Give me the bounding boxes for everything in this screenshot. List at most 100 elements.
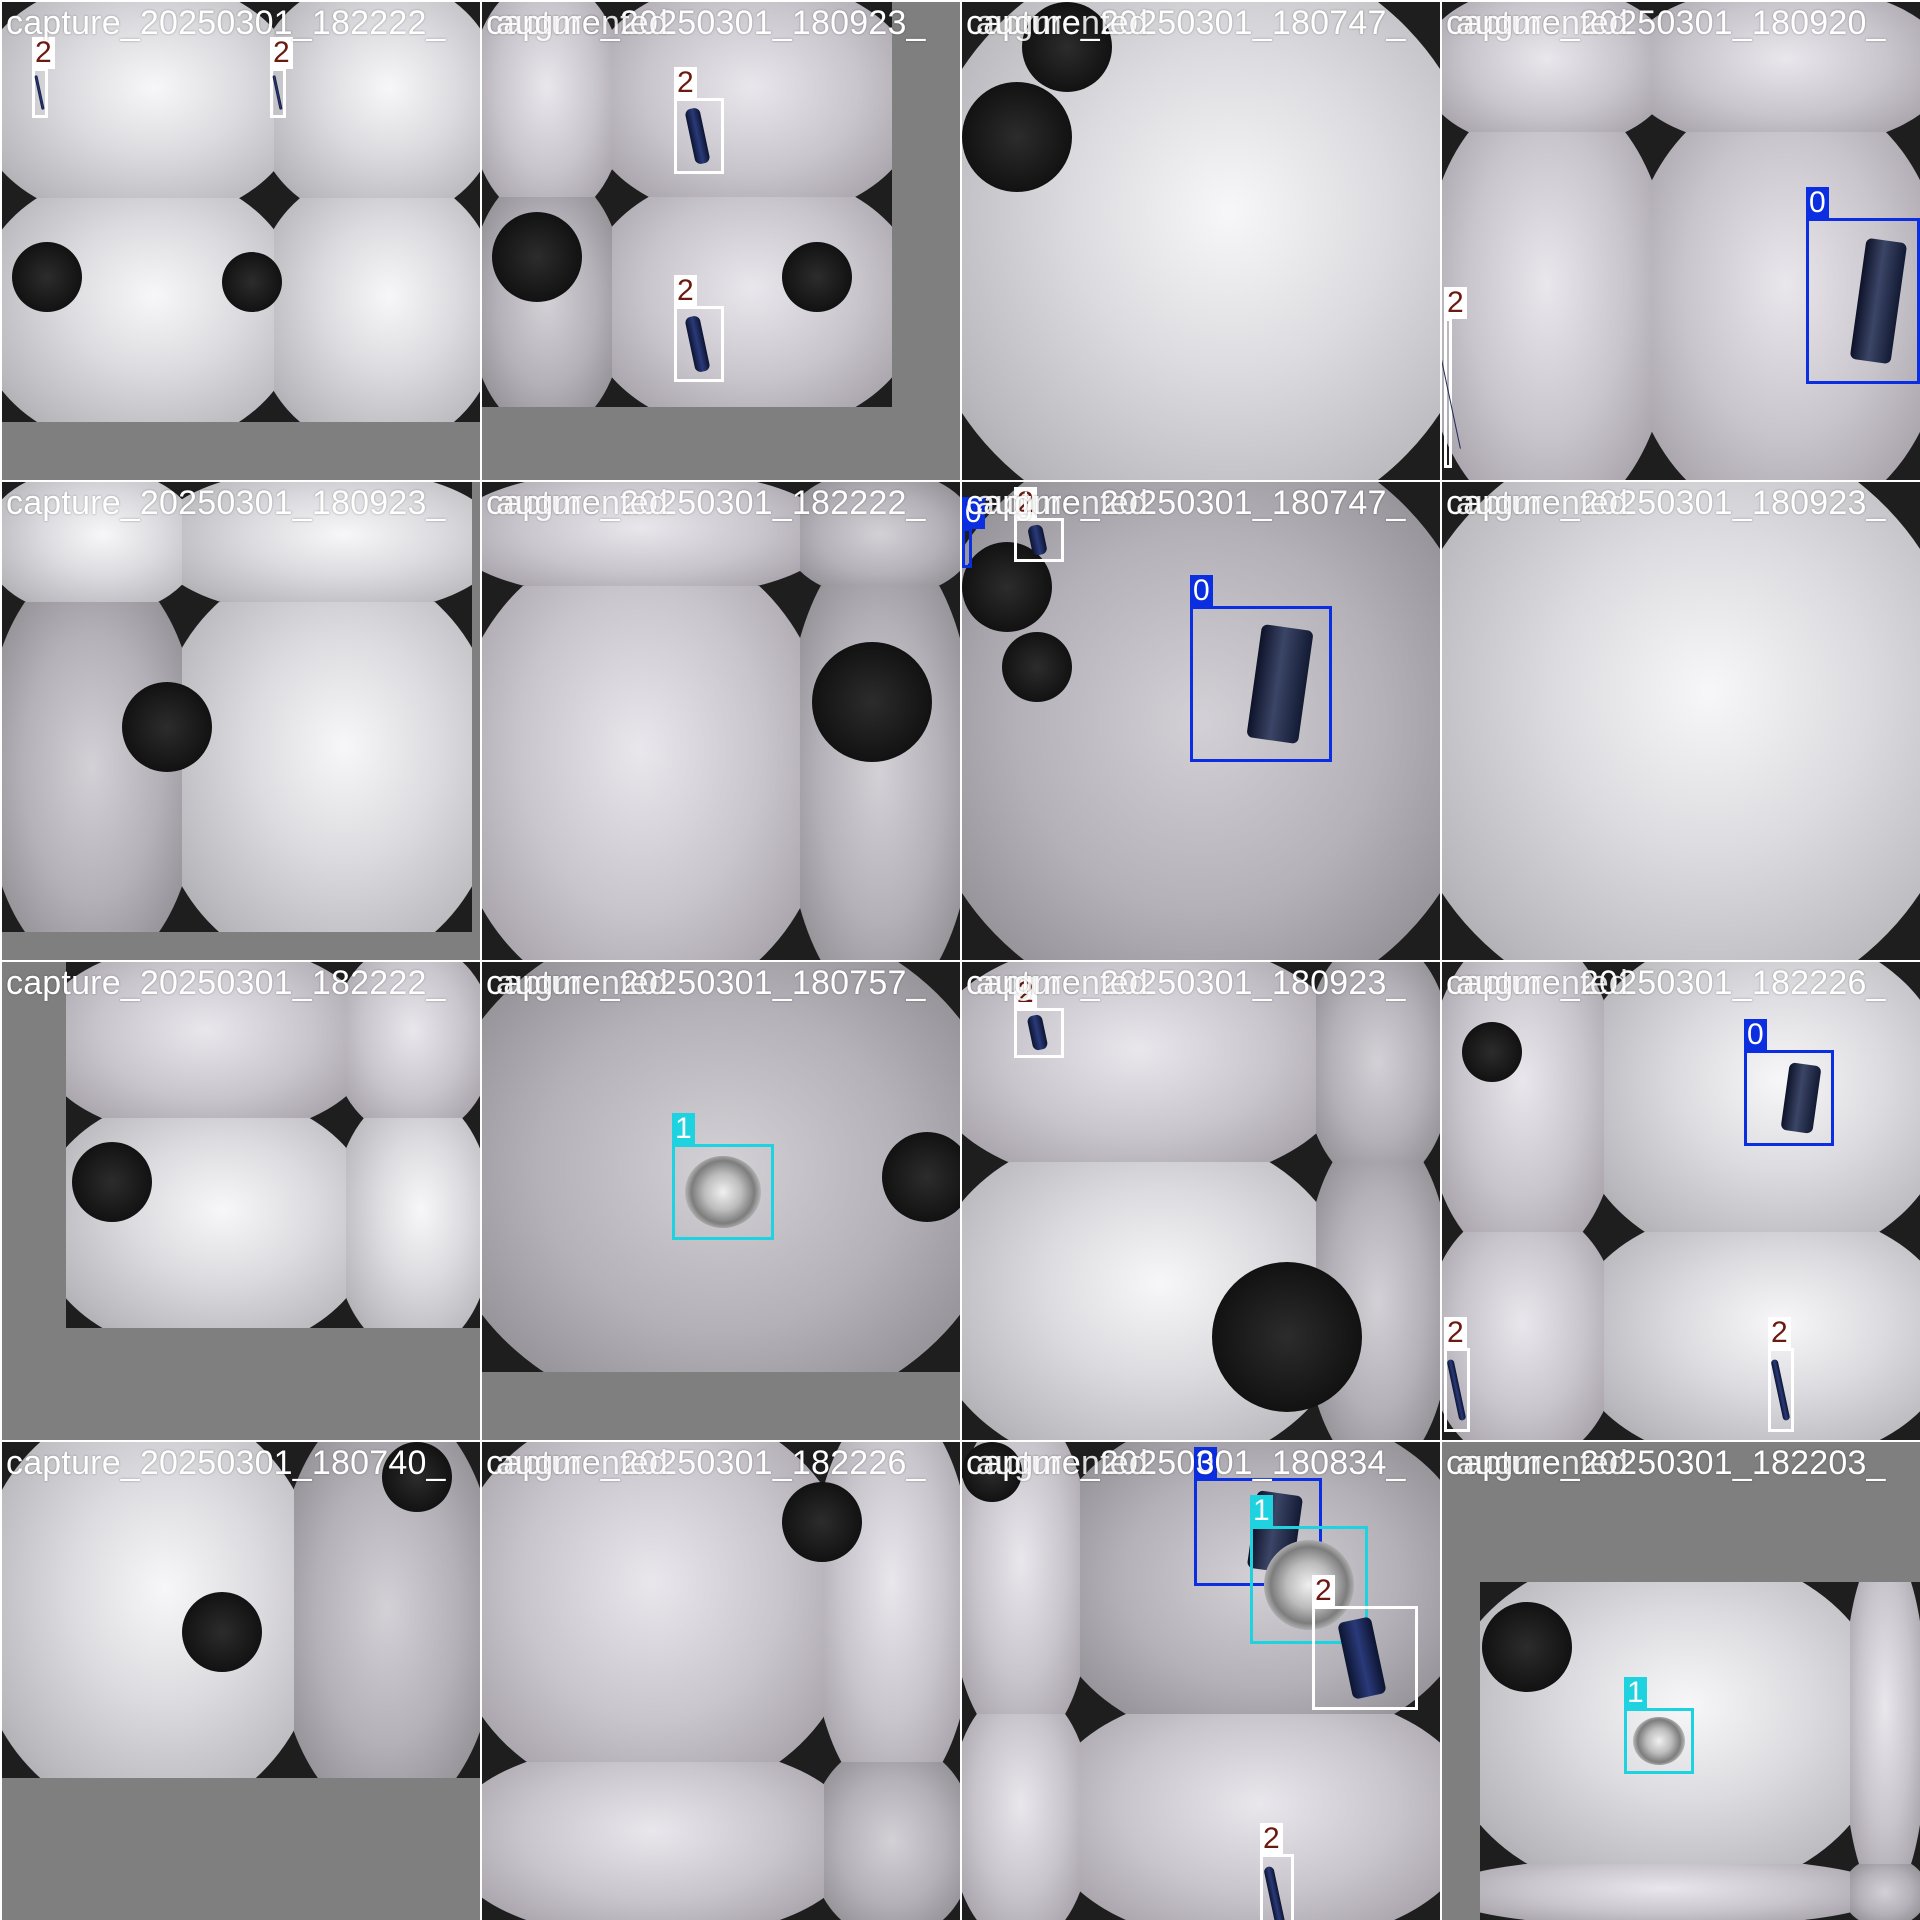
pen-object (684, 315, 711, 373)
camera-photo (482, 482, 800, 586)
mosaic-tile: capture_20250301_182222_ augmented (482, 482, 960, 960)
detection-class-label: 2 (1014, 977, 1037, 1009)
detection-class-label: 0 (1744, 1019, 1767, 1051)
stapler-object (1246, 623, 1314, 745)
mosaic-tile: capture_20250301_182222_ (2, 962, 480, 1440)
stapler-object (1780, 1061, 1822, 1135)
table-surface (962, 1714, 1080, 1920)
tile-augmented-tag: augmented (976, 484, 1148, 522)
camera-photo (346, 1118, 480, 1328)
pen-object (272, 75, 284, 111)
tile-filename: capture_20250301_180923_ (966, 964, 1406, 1002)
pen-object (1770, 1358, 1791, 1422)
camera-photo (482, 586, 800, 960)
tile-filename: capture_20250301_182226_ (486, 1444, 926, 1482)
table-surface (1442, 132, 1652, 480)
chair-silhouette (782, 242, 852, 312)
camera-photo (2, 2, 274, 198)
detection-box: 1 (1624, 1677, 1694, 1774)
chair-silhouette (122, 682, 212, 772)
table-surface (274, 2, 480, 198)
camera-photo (482, 1762, 824, 1920)
pen-object (1026, 1014, 1049, 1052)
table-surface (2, 482, 182, 602)
mosaic-tile: 1 capture_20250301_182203_ augmented (1442, 1442, 1920, 1920)
mosaic-tile: capture_20250301_180923_ (2, 482, 480, 960)
mosaic-tile: capture_20250301_180923_ augmented (1442, 482, 1920, 960)
tile-filename: capture_20250301_182226_ (1446, 964, 1886, 1002)
camera-photo (824, 1762, 960, 1920)
mosaic-tile: 2 2 capture_20250301_182222_ (2, 2, 480, 480)
camera-photo (346, 962, 480, 1118)
chair-silhouette (962, 1442, 1022, 1502)
camera-photo (1442, 482, 1920, 960)
pen-object (1446, 1358, 1467, 1422)
mosaic-tile: 0 2 capture_20250301_180920_ augmented (1442, 2, 1920, 480)
camera-photo (1316, 962, 1440, 1162)
tape-dispenser-object (1264, 1540, 1354, 1630)
camera-photo (1442, 132, 1652, 480)
detection-class-label: 2 (270, 37, 293, 69)
chair-silhouette (1002, 632, 1072, 702)
detection-box: 2 (674, 275, 724, 382)
camera-photo (66, 962, 346, 1118)
camera-photo (612, 2, 892, 197)
table-surface (274, 198, 480, 422)
camera-photo (612, 197, 892, 407)
camera-photo (294, 1442, 480, 1778)
chair-silhouette (962, 82, 1072, 192)
tile-augmented-tag: augmented (976, 964, 1148, 1002)
tile-filename: capture_20250301_182222_ (6, 964, 446, 1002)
pen-object (1263, 1866, 1289, 1920)
chair-silhouette (72, 1142, 152, 1222)
detection-box: 2 (1444, 1317, 1470, 1432)
mosaic-tile: 2 2 capture_20250301_180923_ augmented (482, 2, 960, 480)
detection-class-label: 0 (962, 497, 985, 529)
camera-photo (274, 2, 480, 198)
tile-filename: capture_20250301_182222_ (6, 4, 446, 42)
detection-class-label: 0 (1194, 1447, 1217, 1479)
detection-class-label: 2 (1014, 487, 1037, 519)
detection-class-label: 0 (1806, 187, 1829, 219)
table-surface (482, 1762, 824, 1920)
table-surface (482, 2, 612, 197)
tile-augmented-tag: augmented (976, 4, 1148, 42)
mosaic-tile: 2 capture_20250301_180923_ augmented (962, 962, 1440, 1440)
tile-augmented-tag: augmented (496, 484, 668, 522)
detection-box: 1 (1250, 1495, 1368, 1644)
tile-filename: capture_20250301_180740_ (6, 1444, 446, 1482)
detection-class-label: 2 (674, 67, 697, 99)
chair-silhouette (382, 1442, 452, 1512)
detection-box: 2 (270, 37, 293, 118)
table-surface (1480, 1864, 1850, 1920)
table-surface (346, 962, 480, 1118)
detection-box: 0 (1806, 187, 1920, 384)
table-surface (346, 1118, 480, 1328)
mosaic-tile: 1 capture_20250301_180757_ augmented (482, 962, 960, 1440)
mosaic-tile: 0 2 2 capture_20250301_182226_ augmented (1442, 962, 1920, 1440)
tile-filename: capture_20250301_180920_ (1446, 4, 1886, 42)
camera-photo (1850, 1582, 1920, 1864)
tile-filename: capture_20250301_182203_ (1446, 1444, 1886, 1482)
detection-class-label: 2 (1444, 1317, 1467, 1349)
table-surface (824, 1762, 960, 1920)
camera-photo (1652, 2, 1920, 132)
camera-photo (1442, 2, 1652, 132)
tile-augmented-tag: augmented (496, 1444, 668, 1482)
camera-photo (2, 482, 182, 602)
tile-filename: capture_20250301_180757_ (486, 964, 926, 1002)
chair-silhouette (1482, 1602, 1572, 1692)
table-surface (482, 586, 800, 960)
pen-object (1027, 523, 1049, 557)
camera-photo (1604, 962, 1920, 1232)
mosaic-tile: capture_20250301_180747_ augmented (962, 2, 1440, 480)
detection-box: 2 (1260, 1823, 1294, 1920)
camera-photo (1480, 1864, 1850, 1920)
camera-photo (482, 2, 612, 197)
table-surface (1442, 482, 1920, 960)
tile-filename: capture_20250301_180747_ (966, 484, 1406, 522)
mosaic-tile: capture_20250301_180740_ (2, 1442, 480, 1920)
camera-photo (1604, 1232, 1920, 1440)
detection-class-label: 2 (1260, 1823, 1283, 1855)
table-surface (1604, 962, 1920, 1232)
